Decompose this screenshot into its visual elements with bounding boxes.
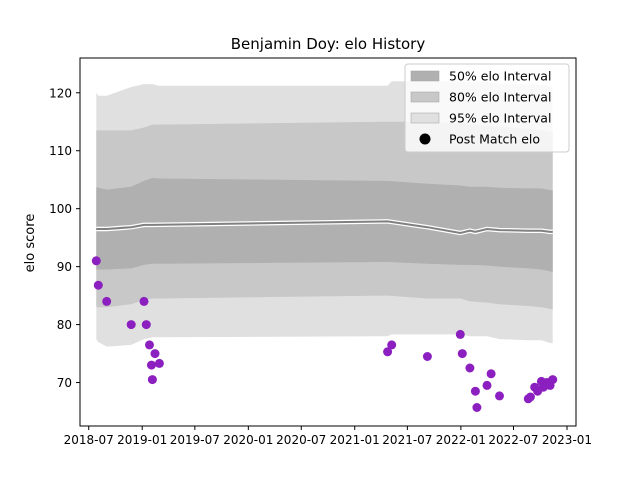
post-match-point — [387, 340, 397, 350]
legend: 50% elo Interval 80% elo Interval 95% elo … — [404, 63, 570, 153]
post-match-point — [455, 329, 465, 339]
y-tick-label: 120 — [49, 86, 72, 100]
x-tick-label: 2020-07 — [276, 433, 326, 447]
band-50-interval — [96, 178, 553, 273]
post-match-point — [383, 347, 393, 357]
plot-area-frame — [79, 57, 577, 427]
post-match-points — [91, 256, 558, 412]
x-tick-label: 2022-01 — [436, 433, 486, 447]
x-tick-label: 2020-01 — [223, 433, 273, 447]
legend-label: Post Match elo — [449, 132, 540, 147]
post-match-point — [457, 349, 467, 359]
post-match-point — [465, 363, 475, 373]
legend-swatch — [410, 70, 440, 82]
x-tick-label: 2018-07 — [64, 433, 114, 447]
legend-swatch — [410, 112, 440, 124]
post-match-point — [139, 296, 149, 306]
x-axis: 2018-07 2019-01 2019-07 2020-01 2020-07 2021-… — [64, 426, 592, 447]
legend-label: 95% elo Interval — [449, 111, 551, 126]
y-tick-label: 80 — [57, 318, 72, 332]
post-match-point — [141, 320, 151, 330]
legend-label: 50% elo Interval — [449, 69, 551, 84]
y-tick-label: 70 — [57, 376, 72, 390]
post-match-point — [154, 358, 164, 368]
legend-box — [404, 63, 570, 153]
y-tick-label: 100 — [49, 202, 72, 216]
post-match-point — [486, 369, 496, 379]
post-match-point — [482, 380, 492, 390]
x-tick-label: 2022-07 — [488, 433, 538, 447]
post-match-point — [102, 296, 112, 306]
post-match-point — [150, 349, 160, 359]
post-match-point — [91, 256, 101, 266]
post-match-point — [126, 320, 136, 330]
x-tick-label: 2019-01 — [117, 433, 167, 447]
mean-line-layer — [96, 219, 553, 236]
post-match-point — [93, 280, 103, 290]
post-match-point — [422, 352, 432, 361]
y-tick-label: 90 — [57, 260, 72, 274]
y-axis: 70 80 90 100 110 120 — [49, 86, 80, 390]
legend-swatch — [410, 91, 440, 103]
x-tick-label: 2019-07 — [170, 433, 220, 447]
x-tick-label: 2023-01 — [542, 433, 592, 447]
mean-line — [96, 220, 553, 235]
post-match-point — [145, 340, 154, 350]
post-match-point — [147, 360, 156, 370]
legend-label: 80% elo Interval — [449, 90, 551, 105]
post-match-point — [548, 375, 558, 385]
chart-title: Benjamin Doy: elo History — [231, 35, 426, 53]
post-match-point — [525, 392, 535, 402]
x-tick-label: 2021-01 — [330, 433, 380, 447]
y-axis-label: elo score — [23, 214, 38, 273]
post-match-point — [470, 386, 480, 396]
y-tick-label: 110 — [49, 144, 72, 158]
x-tick-label: 2021-07 — [382, 433, 432, 447]
post-match-point — [147, 375, 157, 385]
post-match-point — [472, 403, 482, 412]
post-match-point — [495, 391, 504, 401]
legend-marker — [419, 133, 431, 145]
